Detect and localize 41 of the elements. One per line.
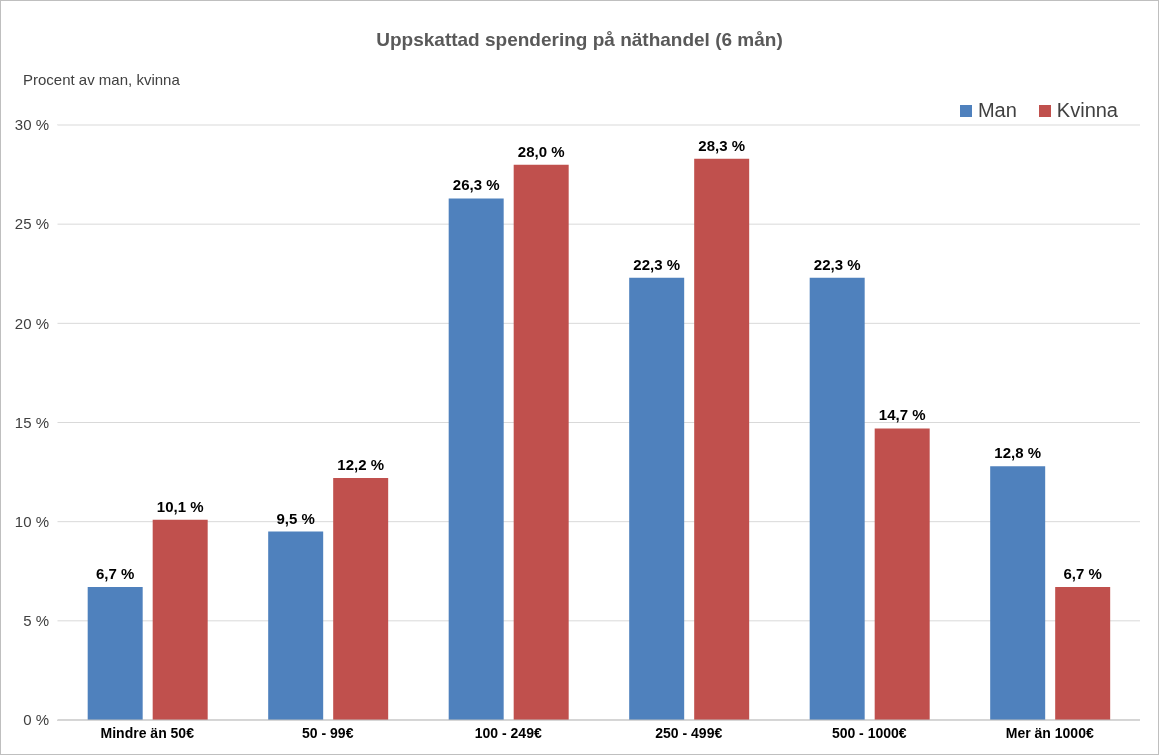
y-tick-label: 25 % — [14, 215, 49, 233]
y-tick-label: 15 % — [14, 413, 49, 431]
y-axis-title: Procent av man, kvinna — [23, 71, 180, 88]
data-label: 12,8 % — [994, 444, 1042, 462]
x-tick-label: 100 - 249€ — [474, 724, 542, 741]
x-tick-label: 250 - 499€ — [655, 724, 723, 741]
bar — [809, 277, 865, 720]
data-label: 10,1 % — [156, 497, 204, 515]
bar — [629, 277, 685, 720]
data-label: 22,3 % — [633, 255, 681, 273]
bar — [990, 466, 1046, 720]
y-tick-label: 10 % — [14, 512, 49, 530]
legend-label: Kvinna — [1056, 99, 1118, 122]
y-tick-label: 5 % — [23, 612, 49, 630]
data-label: 14,7 % — [878, 406, 926, 424]
data-label: 26,3 % — [452, 176, 500, 194]
x-tick-label: 500 - 1000€ — [831, 724, 907, 741]
legend-label: Man — [977, 99, 1017, 122]
data-label: 6,7 % — [96, 565, 135, 583]
x-tick-label: 50 - 99€ — [302, 724, 354, 741]
bar — [333, 478, 389, 720]
data-label: 6,7 % — [1063, 565, 1102, 583]
data-label: 9,5 % — [276, 509, 315, 527]
x-tick-label: Mindre än 50€ — [100, 724, 195, 741]
y-tick-label: 20 % — [14, 314, 49, 332]
y-tick-label: 0 % — [23, 711, 49, 729]
bar — [448, 198, 504, 720]
data-label: 22,3 % — [813, 255, 861, 273]
bar — [513, 164, 569, 720]
x-tick-label: Mer än 1000€ — [1005, 724, 1094, 741]
bar — [152, 519, 208, 720]
bar — [694, 158, 750, 720]
y-tick-label: 30 % — [14, 116, 49, 134]
data-label: 28,3 % — [698, 136, 746, 154]
bar — [268, 531, 324, 720]
data-label: 12,2 % — [337, 456, 385, 474]
bar — [874, 428, 930, 720]
bar — [87, 587, 143, 720]
data-label: 28,0 % — [517, 142, 565, 160]
bar — [1055, 587, 1111, 720]
chart-title: Uppskattad spendering på näthandel (6 mån) — [375, 29, 784, 51]
